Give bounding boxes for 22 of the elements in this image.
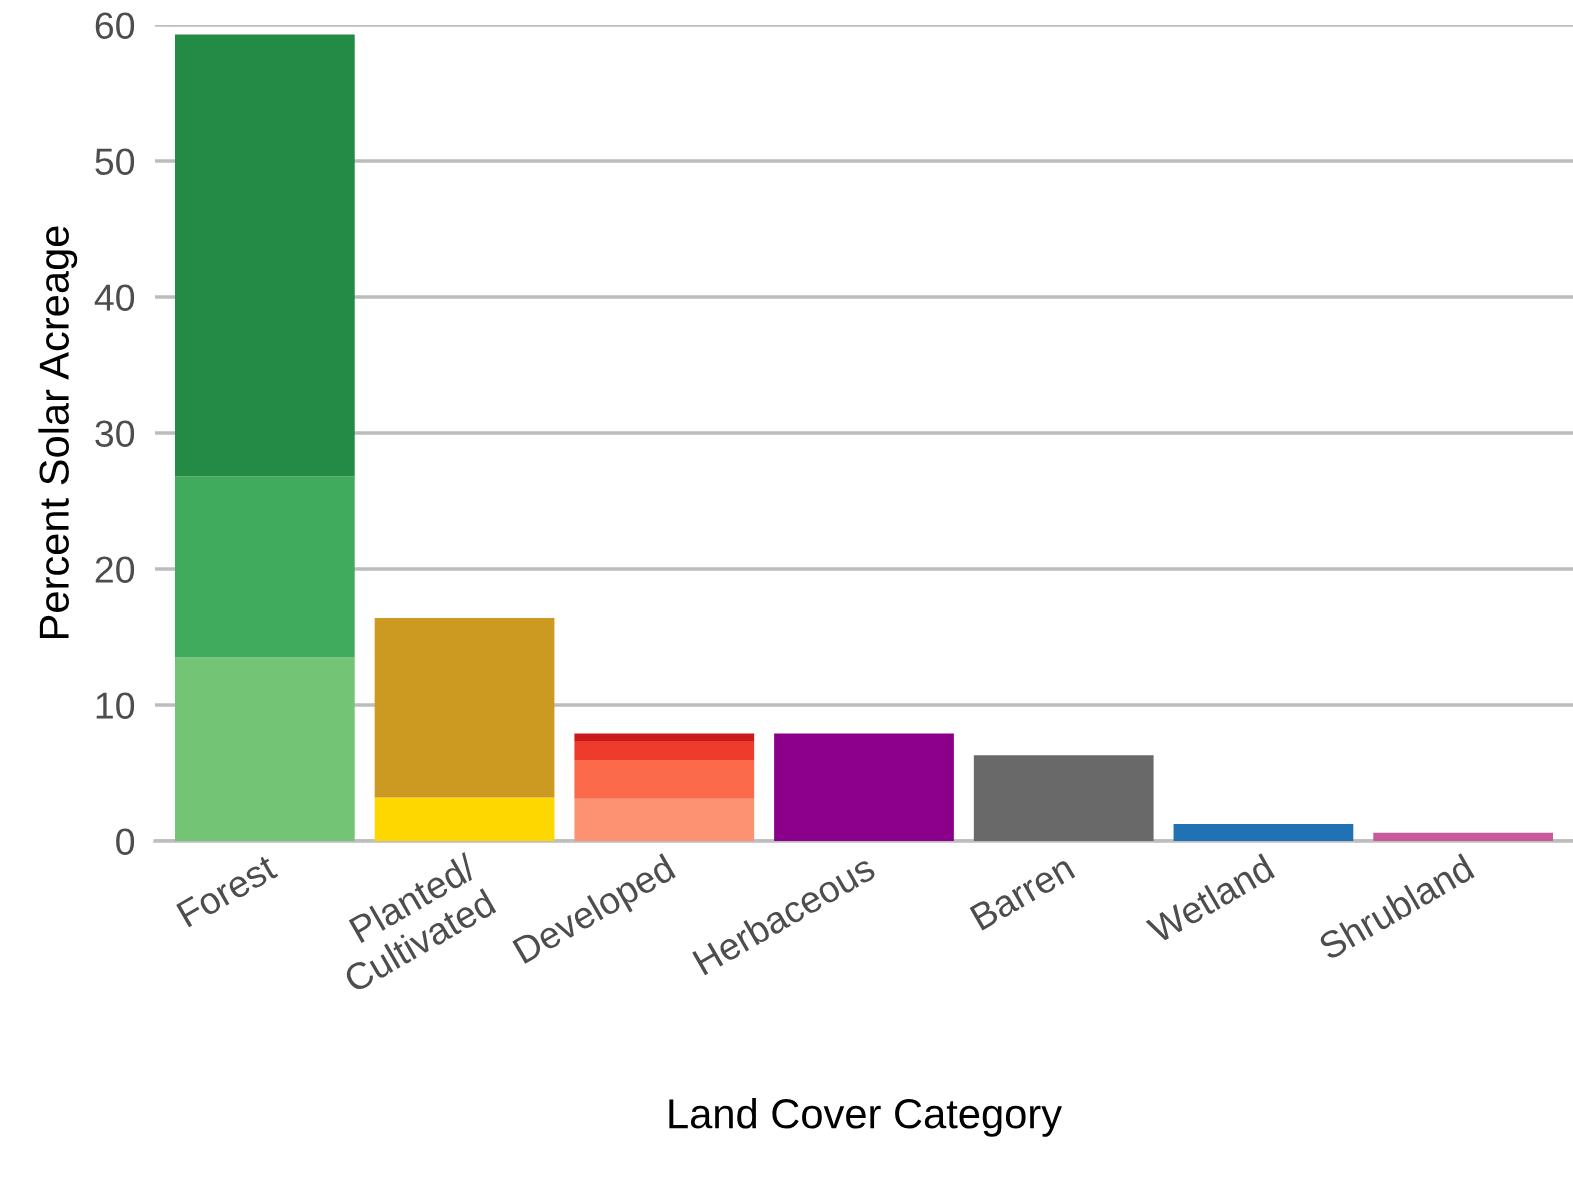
y-tick-label: 0 <box>116 828 135 855</box>
bar <box>374 797 555 841</box>
y-tick-label: 20 <box>95 556 135 583</box>
y-tick-label: 60 <box>95 12 135 39</box>
bar <box>1373 832 1554 841</box>
bar <box>174 476 355 658</box>
y-tick-label: 10 <box>96 692 135 719</box>
bar <box>1173 824 1354 841</box>
y-axis-title: Percent Solar Acreage <box>38 226 78 639</box>
bar <box>574 733 755 742</box>
bar <box>174 34 355 477</box>
y-tick-label: 30 <box>95 420 135 447</box>
y-tick-label: 40 <box>94 284 135 311</box>
bar <box>774 733 954 841</box>
bar <box>374 617 555 798</box>
y-tick-label: 50 <box>95 148 135 175</box>
bar <box>174 657 355 841</box>
bar <box>574 760 755 799</box>
bar <box>973 755 1154 841</box>
x-axis-title: Land Cover Category <box>669 1097 1062 1137</box>
bar <box>574 741 755 761</box>
bar <box>574 798 755 841</box>
